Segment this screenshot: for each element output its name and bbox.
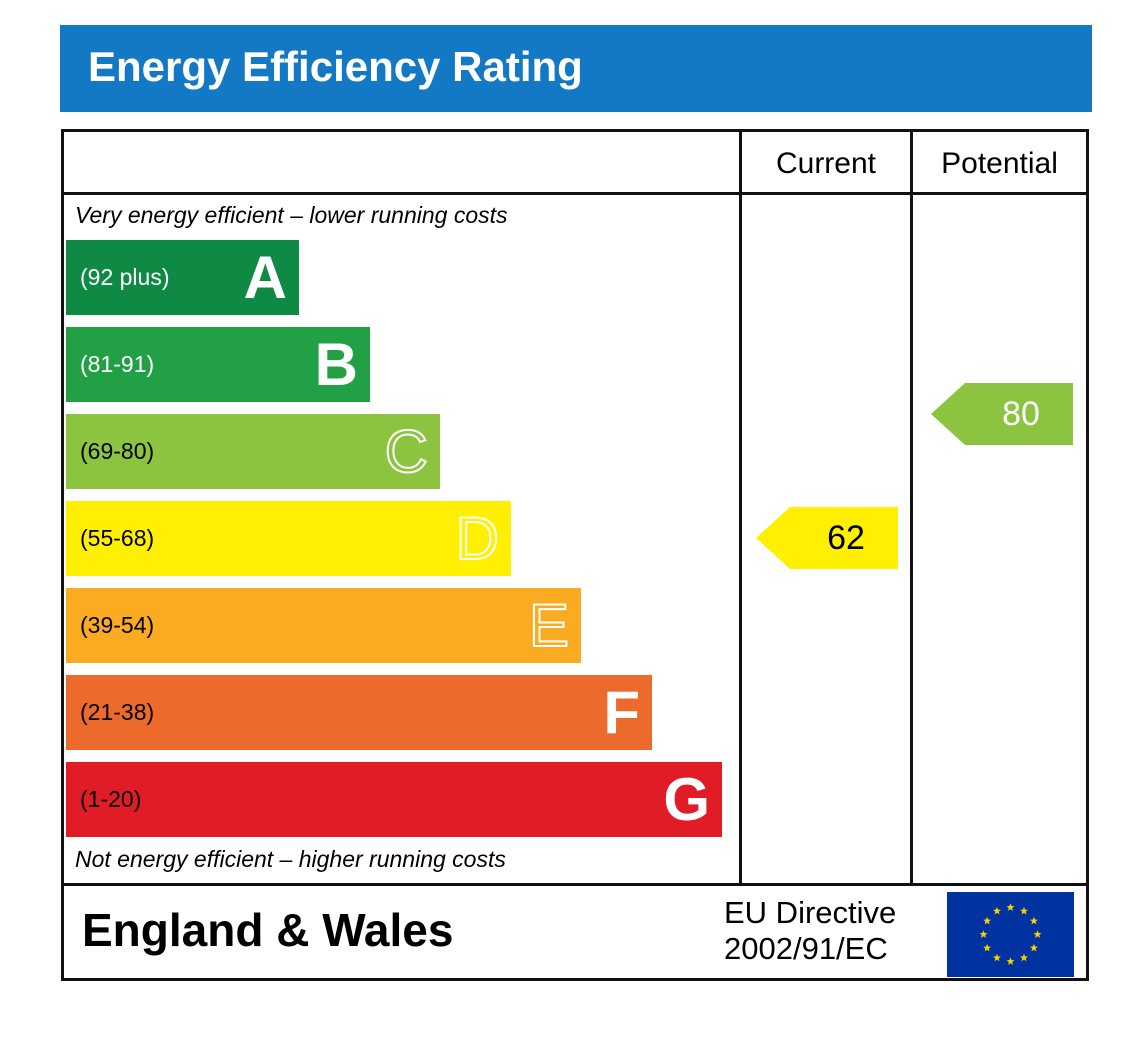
band-letter: C: [384, 417, 429, 486]
directive-line-2: 2002/91/EC: [724, 931, 888, 966]
row-divider: [64, 192, 1086, 195]
column-divider: [739, 132, 742, 883]
band-d: (55-68) D: [66, 501, 511, 576]
band-range-label: (55-68): [80, 525, 155, 551]
column-divider: [910, 132, 913, 883]
star-icon: [983, 916, 992, 925]
band-range-label: (39-54): [80, 612, 155, 638]
star-icon: [1033, 930, 1042, 938]
star-icon: [993, 953, 1001, 962]
column-header-current: Current: [775, 147, 877, 180]
rating-table: Current Potential Very energy efficient …: [61, 129, 1089, 981]
potential-arrow-shape: [931, 383, 1073, 445]
band-letter: E: [528, 591, 570, 660]
current-arrow-shape: [756, 507, 898, 569]
header-bar: Energy Efficiency Rating: [60, 25, 1092, 112]
band-letter: F: [603, 679, 640, 746]
band-e: (39-54) E: [66, 588, 581, 663]
star-icon: [979, 930, 988, 938]
star-icon: [1029, 943, 1038, 952]
band-f: (21-38) F: [66, 675, 652, 750]
caption-not-efficient: Not energy efficient – higher running co…: [75, 846, 506, 872]
region-label: England & Wales: [82, 904, 454, 956]
band-range-label: (69-80): [80, 438, 155, 464]
column-header-potential: Potential: [941, 147, 1058, 180]
band-c: (69-80) C: [66, 414, 440, 489]
star-icon: [1006, 957, 1015, 965]
band-letter: A: [243, 244, 287, 311]
band-range-label: (92 plus): [80, 264, 170, 290]
star-icon: [1006, 903, 1015, 911]
band-g: (1-20) G: [66, 762, 722, 837]
eu-flag-icon: [947, 892, 1074, 977]
star-icon: [1020, 953, 1028, 962]
current-rating-value: 62: [827, 519, 865, 557]
page-title: Energy Efficiency Rating: [88, 43, 583, 90]
band-a: (92 plus) A: [66, 240, 299, 315]
band-range-label: (81-91): [80, 351, 155, 377]
star-icon: [1029, 916, 1038, 925]
band-letter: D: [455, 504, 500, 573]
star-icon: [1020, 906, 1028, 915]
band-range-label: (1-20): [80, 786, 142, 812]
potential-rating-arrow: 80: [931, 383, 1073, 445]
eu-directive: EU Directive 2002/91/EC: [724, 895, 896, 967]
directive-line-1: EU Directive: [724, 895, 897, 930]
caption-very-efficient: Very energy efficient – lower running co…: [75, 202, 508, 228]
star-icon: [983, 943, 992, 952]
band-letter: G: [663, 766, 710, 833]
band-b: (81-91) B: [66, 327, 370, 402]
row-divider: [64, 883, 1086, 886]
potential-rating-value: 80: [1002, 395, 1040, 433]
current-rating-arrow: 62: [756, 507, 898, 569]
star-icon: [993, 906, 1001, 915]
band-letter: B: [314, 331, 358, 398]
band-range-label: (21-38): [80, 699, 155, 725]
